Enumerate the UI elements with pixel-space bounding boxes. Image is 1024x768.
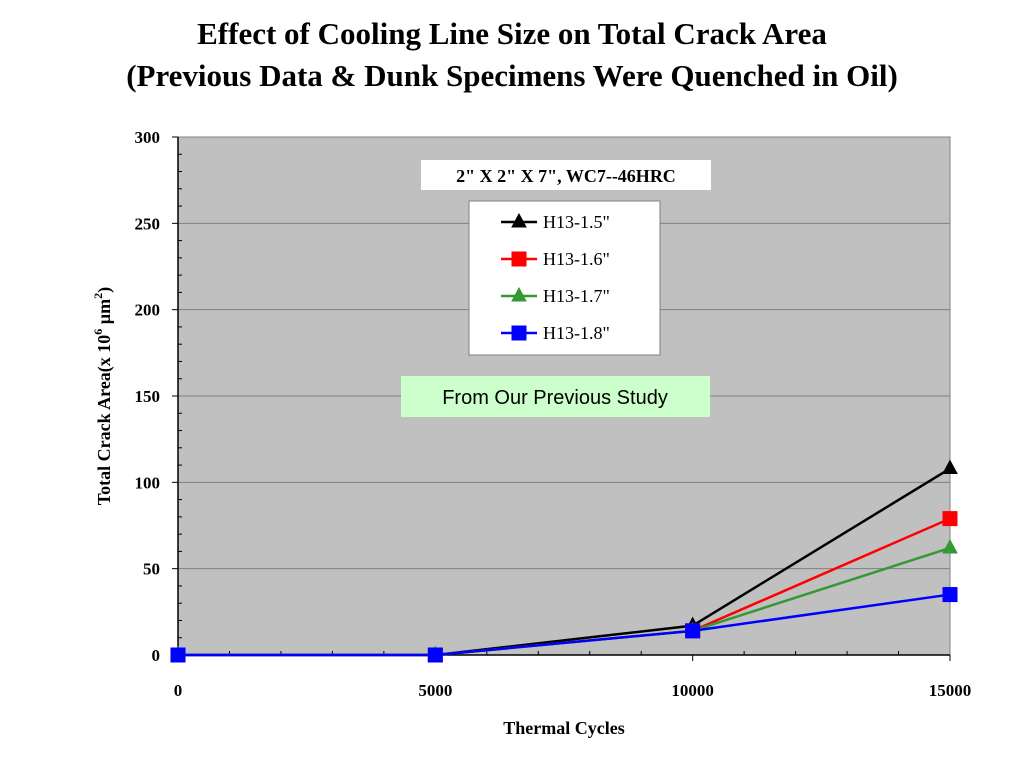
legend-item: H13-1.8" [501, 323, 610, 343]
legend-box [468, 200, 661, 356]
y-tick-label: 50 [143, 560, 160, 579]
data-point [685, 623, 701, 639]
data-point [942, 459, 958, 475]
chart-subtitle: (Previous Data & Dunk Specimens Were Que… [126, 58, 898, 93]
series-4-markers [170, 587, 958, 663]
previous-study-note: From Our Previous Study [442, 387, 668, 409]
y-axis-label: Total Crack Area(x 106 µm2) [91, 287, 115, 505]
data-point [170, 647, 186, 663]
x-axis-label: Thermal Cycles [503, 718, 624, 738]
legend-marker [511, 325, 527, 341]
legend-label: H13-1.5" [543, 212, 610, 232]
chart-title: Effect of Cooling Line Size on Total Cra… [197, 16, 827, 51]
specimen-note-box [421, 160, 711, 190]
previous-study-box [401, 376, 710, 417]
specimen-note: 2" X 2" X 7", WC7--46HRC [456, 166, 676, 186]
y-tick-label: 0 [152, 646, 161, 665]
y-tick-label: 150 [135, 387, 161, 406]
series-4 [178, 593, 951, 657]
x-tick-label: 15000 [929, 681, 972, 700]
data-point [942, 538, 958, 554]
series-layer [170, 459, 958, 663]
legend-label: H13-1.7" [543, 286, 610, 306]
y-tick-label: 100 [135, 473, 161, 492]
series-line [178, 593, 951, 657]
legend-marker [511, 286, 527, 302]
y-axis-label-end: ) [94, 287, 115, 293]
y-axis-label-main: Total Crack Area(x 10 [94, 335, 115, 506]
y-axis-label-mid: µm [94, 299, 114, 329]
legend-item: H13-1.5" [501, 212, 610, 232]
legend: H13-1.5" H13-1.6" H13-1.7" H13-1.8" [468, 200, 661, 356]
data-point [942, 587, 958, 603]
y-axis-label-sup1: 6 [91, 329, 105, 335]
legend-label: H13-1.6" [543, 249, 610, 269]
legend-label: H13-1.8" [543, 323, 610, 343]
x-tick-label: 5000 [418, 681, 452, 700]
legend-marker [511, 212, 527, 228]
legend-marker [511, 251, 527, 267]
y-tick-label: 250 [135, 214, 161, 233]
x-tick-label: 10000 [671, 681, 714, 700]
y-tick-label: 300 [135, 128, 161, 147]
x-tick-label: 0 [174, 681, 183, 700]
y-axis-label-sup2: 2 [91, 293, 105, 299]
y-tick-label: 200 [135, 301, 161, 320]
legend-item: H13-1.6" [501, 249, 610, 269]
data-point [427, 647, 443, 663]
legend-item: H13-1.7" [501, 286, 610, 306]
data-point [942, 511, 958, 527]
